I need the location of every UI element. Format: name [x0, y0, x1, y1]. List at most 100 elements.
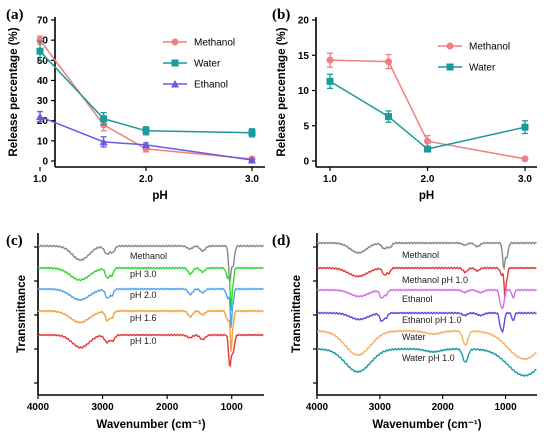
- spectrum-label: pH 2.0: [130, 290, 157, 300]
- spectrum-line: [37, 244, 264, 282]
- data-point: [385, 58, 392, 66]
- data-point: [424, 137, 431, 145]
- x-tick-label: 3.0: [518, 174, 532, 185]
- spectrum-ethanol: Ethanol: [316, 288, 537, 310]
- x-tick-label: 4000: [27, 402, 50, 413]
- spectrum-label: Methanol: [130, 251, 167, 261]
- x-tick-label: 2.0: [139, 174, 153, 185]
- spectrum-label: pH 3.0: [130, 269, 157, 279]
- data-point: [385, 113, 392, 121]
- series-line: [329, 80, 526, 150]
- series-line: [39, 115, 253, 161]
- x-tick-label: 1.0: [33, 174, 47, 185]
- y-tick-label: 40: [37, 76, 49, 87]
- x-axis-label: pH: [152, 190, 167, 202]
- legend-label: Water: [194, 59, 221, 70]
- series-line: [39, 39, 253, 160]
- panel-b: (b) 0 5 10 15 20 1.0 2.0 3.0 pH Release percentage…: [272, 7, 537, 202]
- y-axis-label: Release percentage (%): [276, 27, 288, 156]
- spectrum-line: [316, 347, 537, 378]
- panel-d: (d) 4000 3000 2000 1000 Wavenumber (cm⁻¹) Tran…: [272, 233, 537, 431]
- spectrum-methanol-ph-1-0: Methanol pH 1.0: [316, 266, 537, 299]
- y-tick-label: 0: [42, 157, 48, 168]
- spectrum-ph-3-0: pH 3.0: [37, 266, 264, 311]
- y-tick-label: 20: [298, 16, 310, 27]
- spectrum-label: Water: [402, 332, 426, 342]
- spectrum-line: [316, 311, 537, 334]
- series-water: [36, 40, 256, 138]
- data-point: [142, 127, 150, 135]
- y-axis-label: Transmittance: [16, 275, 28, 353]
- data-point: [36, 36, 44, 44]
- panel-label: (a): [6, 7, 24, 23]
- y-axis-label: Transmittance: [291, 275, 303, 353]
- panel-label: (b): [272, 7, 290, 23]
- spectrum-line: [316, 266, 537, 299]
- x-tick-label: 2.0: [421, 174, 435, 185]
- spectrum-label: Ethanol pH 1.0: [402, 315, 462, 325]
- y-tick-label: 5: [303, 121, 309, 132]
- series-line: [39, 50, 253, 134]
- x-tick-label: 1000: [494, 402, 517, 413]
- spectrum-water-ph-1-0: Water pH 1.0: [316, 347, 537, 378]
- data-point: [248, 129, 256, 137]
- y-tick-label: 10: [37, 136, 49, 147]
- data-point: [446, 63, 454, 71]
- y-tick-label: 0: [303, 157, 309, 168]
- data-point: [171, 80, 179, 88]
- spectrum-line: [37, 266, 264, 311]
- spectrum-line: [316, 329, 537, 361]
- data-point: [99, 137, 108, 146]
- spectrum-water: Water: [316, 329, 537, 361]
- y-tick-label: 10: [298, 86, 310, 97]
- series-line: [329, 59, 526, 160]
- y-axis-label: Release percentage (%): [8, 27, 20, 156]
- spectrum-line: [316, 241, 537, 271]
- spectrum-label: Ethanol: [402, 294, 433, 304]
- spectrum-ph-2-0: pH 2.0: [37, 287, 264, 328]
- legend-label: Methanol: [469, 42, 510, 53]
- panel-label: (c): [6, 233, 23, 249]
- spectrum-line: [37, 287, 264, 328]
- x-axis-label: Wavenumber (cm⁻¹): [372, 419, 481, 431]
- data-point: [424, 145, 431, 153]
- data-point: [100, 115, 108, 123]
- spectrum-ph-1-6: pH 1.6: [37, 309, 264, 352]
- panel-c: (c) 4000 3000 2000 1000 Wavenumber (cm⁻¹) Tran…: [6, 233, 264, 431]
- series-water: [326, 73, 529, 153]
- spectrum-label: pH 1.0: [130, 336, 157, 346]
- data-point: [171, 59, 179, 67]
- x-tick-label: 3000: [369, 402, 392, 413]
- x-tick-label: 2000: [156, 402, 179, 413]
- y-tick-label: 30: [37, 96, 49, 107]
- series-methanol: [326, 52, 529, 163]
- spectrum-ethanol-ph-1-0: Ethanol pH 1.0: [316, 311, 537, 334]
- data-point: [521, 123, 529, 131]
- x-axis-label: Wavenumber (cm⁻¹): [96, 419, 205, 431]
- legend-label: Water: [469, 63, 496, 74]
- x-tick-label: 3.0: [245, 174, 259, 185]
- spectrum-methanol: Methanol: [37, 244, 264, 282]
- data-point: [36, 47, 44, 55]
- spectrum-label: pH 1.6: [130, 313, 157, 323]
- legend-label: Ethanol: [194, 80, 228, 91]
- x-axis-label: pH: [419, 190, 434, 202]
- spectrum-label: Water pH 1.0: [402, 353, 455, 363]
- data-point: [326, 56, 334, 64]
- spectrum-methanol: Methanol: [316, 241, 537, 271]
- legend-label: Methanol: [194, 38, 235, 49]
- spectrum-ph-1-0: pH 1.0: [37, 333, 264, 368]
- x-tick-label: 1000: [221, 402, 244, 413]
- spectrum-line: [37, 309, 264, 352]
- x-tick-label: 3000: [91, 402, 114, 413]
- x-tick-label: 2000: [432, 402, 455, 413]
- spectrum-line: [37, 333, 264, 368]
- data-point: [36, 112, 44, 121]
- spectrum-label: Methanol pH 1.0: [402, 275, 468, 285]
- data-point: [171, 38, 179, 46]
- y-tick-label: 15: [298, 51, 310, 62]
- spectrum-line: [316, 288, 537, 310]
- data-point: [326, 77, 334, 85]
